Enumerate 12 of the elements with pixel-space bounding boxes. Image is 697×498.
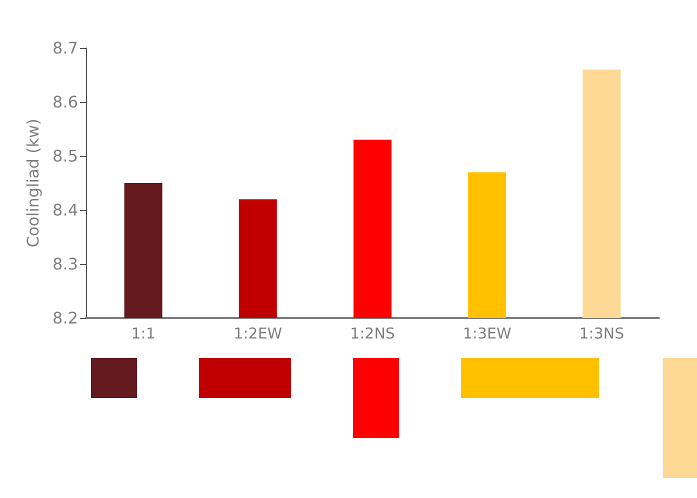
y-tick-label: 8.6: [52, 92, 78, 112]
y-tick-label: 8.2: [52, 308, 78, 328]
x-tick-label: 1:1: [131, 324, 156, 342]
x-tick-label: 1:2NS: [350, 324, 395, 342]
y-axis-title: Coolingliad (kw): [24, 118, 42, 248]
y-tick-label: 8.3: [52, 254, 78, 274]
y-tick-label: 8.5: [52, 146, 78, 166]
y-tick-label: 8.7: [52, 38, 78, 58]
y-tick-label: 8.4: [52, 200, 78, 220]
x-tick-label: 1:3EW: [462, 324, 512, 342]
x-tick-label: 1:2EW: [234, 324, 282, 342]
x-tick-label: 1:3NS: [579, 324, 624, 342]
